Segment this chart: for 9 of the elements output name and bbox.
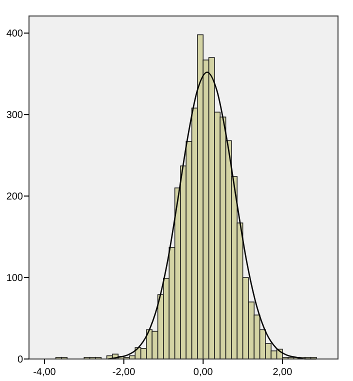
y-tick-label: 300: [6, 110, 24, 122]
x-tick-label: 0,00: [193, 367, 214, 378]
x-tick-label: -2,00: [112, 367, 136, 378]
y-tick-label: 200: [6, 192, 24, 203]
y-tick-label: 100: [6, 273, 24, 284]
x-tick-label: 2,00: [272, 367, 293, 378]
y-tick-label: 400: [6, 28, 24, 40]
x-tick-label: -4,00: [33, 367, 56, 378]
y-tick-label: 0: [17, 354, 24, 366]
